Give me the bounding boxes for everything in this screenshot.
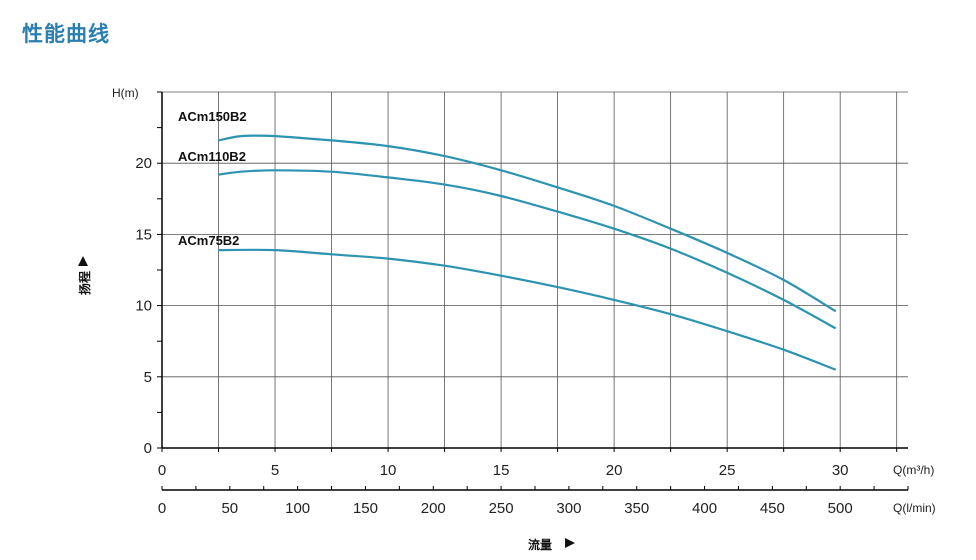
x-unit-label: Q(m³/h) <box>893 463 934 477</box>
series-line-ACm150B2 <box>218 134 837 313</box>
x-tick-label: 5 <box>271 462 279 479</box>
x2-tick-label: 100 <box>285 500 310 517</box>
series-label: ACm75B2 <box>178 233 239 248</box>
series-curves <box>218 134 837 371</box>
axes <box>157 91 909 491</box>
x2-tick-label: 50 <box>221 500 238 517</box>
x2-tick-label: 200 <box>421 500 446 517</box>
x-tick-label: 0 <box>158 462 166 479</box>
series-line-ACm75B2 <box>218 248 837 371</box>
x-tick-label: 25 <box>719 462 736 479</box>
grid-lines <box>162 91 908 448</box>
series-label: ACm150B2 <box>178 109 247 124</box>
x-tick-label: 30 <box>832 462 849 479</box>
x-tick-label: 15 <box>493 462 510 479</box>
x-axis-title: 流量 <box>528 537 552 552</box>
y-tick-label: 20 <box>135 155 152 172</box>
x-tick-label: 10 <box>380 462 397 479</box>
y-tick-label: 0 <box>144 440 152 457</box>
page-title: 性能曲线 <box>22 22 110 46</box>
x2-tick-label: 250 <box>489 500 514 517</box>
y-tick-label: 10 <box>135 298 152 315</box>
x2-tick-label: 150 <box>353 500 378 517</box>
y-axis-title: 扬程 <box>77 271 92 295</box>
x2-tick-label: 300 <box>556 500 581 517</box>
series-label: ACm110B2 <box>178 149 246 164</box>
x2-tick-label: 0 <box>158 500 166 517</box>
series-line-ACm110B2 <box>218 169 837 330</box>
x2-tick-label: 500 <box>828 500 853 517</box>
x2-tick-label: 350 <box>624 500 649 517</box>
x-tick-label: 20 <box>606 462 623 479</box>
x-axis-arrow-icon <box>565 538 575 548</box>
x2-tick-label: 400 <box>692 500 717 517</box>
y-tick-label: 5 <box>144 369 152 386</box>
y-unit-label: H(m) <box>112 86 139 100</box>
x2-unit-label: Q(l/min) <box>893 501 936 515</box>
y-tick-label: 15 <box>135 226 152 243</box>
y-axis-arrow-icon <box>78 256 88 266</box>
x2-tick-label: 450 <box>760 500 785 517</box>
